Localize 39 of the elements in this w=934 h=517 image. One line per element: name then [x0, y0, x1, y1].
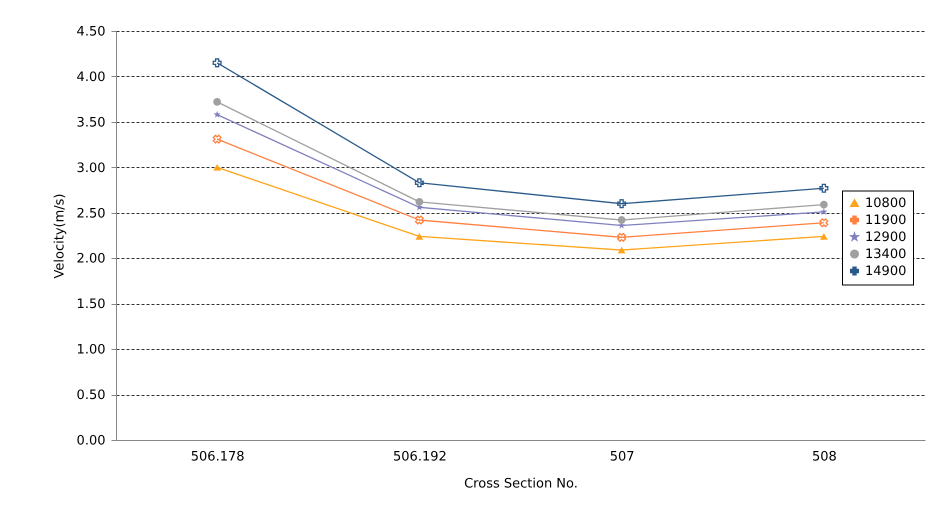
point: [819, 184, 828, 193]
point: [618, 246, 626, 254]
legend-label: 13400: [865, 247, 906, 262]
point: [414, 178, 424, 188]
point: [213, 164, 221, 171]
y-tick-label: 3.00: [76, 160, 106, 176]
point: [820, 233, 828, 240]
x-tick-label: 508: [812, 450, 837, 464]
legend-label: 14900: [865, 264, 906, 279]
y-tick-label: 0.00: [76, 434, 106, 448]
point: [213, 98, 221, 106]
point: [819, 218, 828, 228]
y-tick-label: 1.50: [76, 297, 106, 312]
y-tick-label: 1.00: [76, 342, 106, 358]
y-tick-label: 2.50: [76, 206, 106, 222]
point: [617, 232, 626, 242]
y-tick-label: 4.50: [76, 24, 106, 40]
y-axis-title: Velocity(m/s): [52, 194, 68, 278]
legend-label: 11900: [865, 213, 906, 228]
y-tick-label: 0.50: [76, 388, 106, 404]
x-tick-label: 506.178: [190, 450, 245, 464]
point: [416, 198, 424, 206]
legend-label: 10800: [865, 196, 906, 211]
point: [212, 134, 222, 144]
x-tick-label: 506.192: [392, 450, 447, 464]
y-tick-label: 3.50: [76, 115, 106, 130]
legend-label: 12900: [865, 230, 906, 245]
y-tick-label: 4.00: [76, 70, 106, 85]
point: [212, 58, 222, 68]
point: [618, 216, 626, 224]
point: [820, 200, 828, 208]
x-tick-label: 507: [610, 450, 635, 464]
x-axis-title: Cross Section No.: [464, 476, 578, 492]
point: [414, 216, 424, 225]
point: [213, 110, 221, 118]
point: [416, 233, 424, 240]
point: [820, 208, 828, 215]
y-tick-label: 2.00: [76, 252, 106, 267]
point: [617, 199, 626, 208]
